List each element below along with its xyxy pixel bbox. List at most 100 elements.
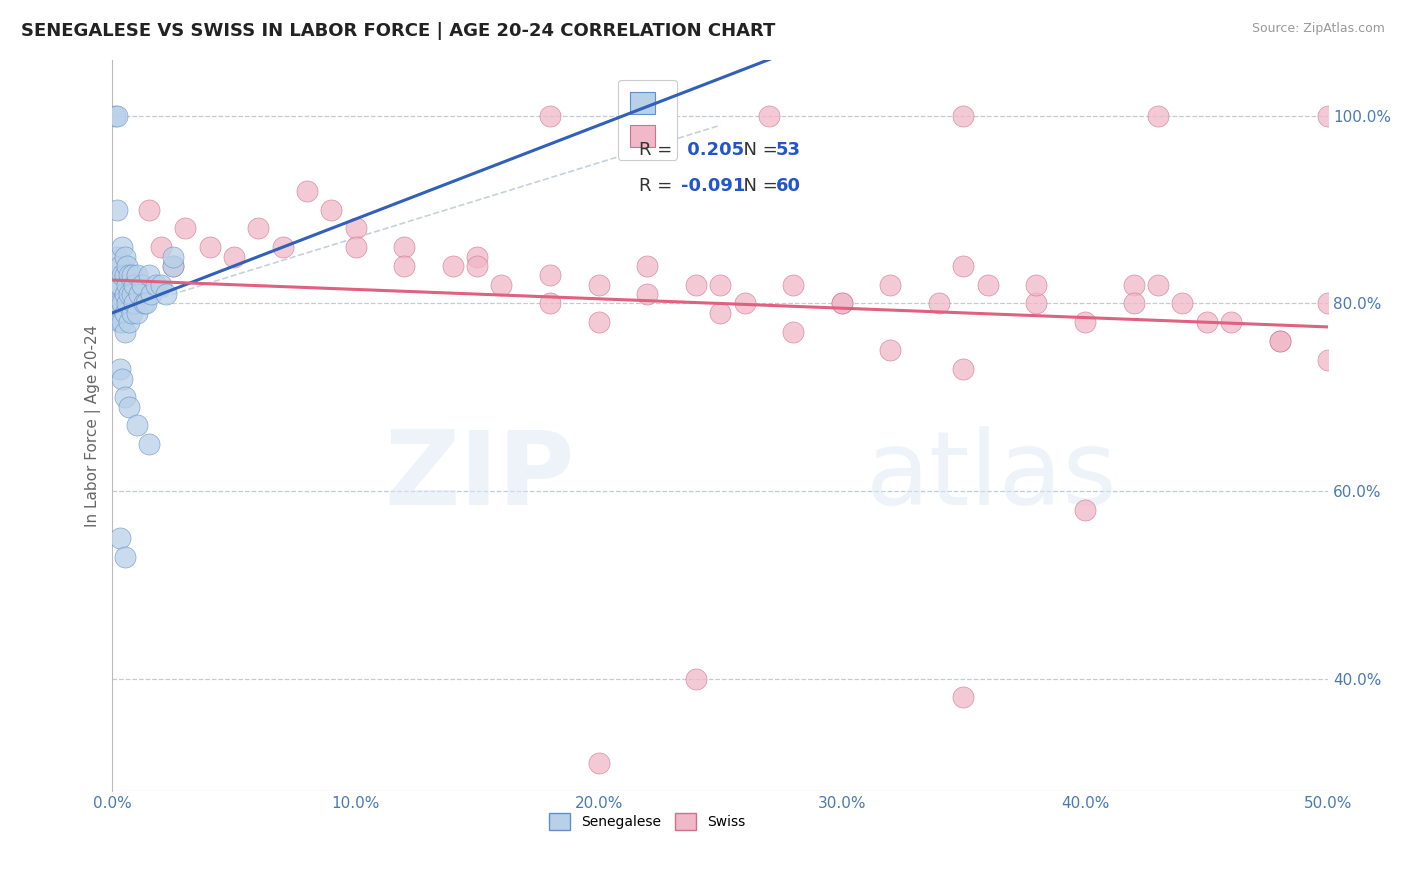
Point (636, 287, 658, 301)
Point (145, 277, 167, 292)
Point (118, 268, 141, 283)
Point (344, 240, 367, 254)
Point (709, 277, 731, 292)
Point (108, 296, 131, 310)
Point (115, 277, 138, 292)
Text: atlas: atlas (866, 426, 1118, 527)
Text: N =: N = (733, 142, 783, 160)
Point (108, 277, 131, 292)
Point (1317, 352, 1340, 367)
Point (114, 549, 136, 564)
Point (1195, 315, 1218, 329)
Point (685, 672, 707, 686)
Point (465, 250, 488, 264)
Point (636, 259, 658, 273)
Point (114, 325, 136, 339)
Point (105, 250, 128, 264)
Point (1317, 296, 1340, 310)
Point (111, 268, 134, 283)
Point (271, 240, 294, 254)
Y-axis label: In Labor Force | Age 20-24: In Labor Force | Age 20-24 (86, 325, 101, 526)
Point (831, 296, 853, 310)
Point (114, 287, 136, 301)
Point (108, 306, 131, 320)
Point (150, 240, 173, 254)
Point (952, 109, 974, 123)
Point (879, 277, 901, 292)
Point (115, 259, 138, 273)
Text: R =: R = (640, 142, 678, 160)
Point (162, 259, 184, 273)
Point (128, 287, 150, 301)
Point (465, 259, 488, 273)
Point (104, 109, 127, 123)
Point (121, 287, 143, 301)
Point (321, 202, 343, 217)
Point (118, 315, 141, 329)
Point (392, 240, 415, 254)
Point (441, 259, 464, 273)
Point (1147, 277, 1170, 292)
Point (952, 362, 974, 376)
Point (952, 690, 974, 705)
Text: N =: N = (733, 177, 783, 194)
Point (538, 109, 561, 123)
Point (1317, 109, 1340, 123)
Point (108, 259, 131, 273)
Point (952, 259, 974, 273)
Point (141, 287, 163, 301)
Point (928, 296, 950, 310)
Point (138, 437, 160, 451)
Point (121, 268, 143, 283)
Point (108, 531, 131, 545)
Point (174, 221, 197, 235)
Point (111, 240, 134, 254)
Point (588, 277, 610, 292)
Point (131, 277, 153, 292)
Point (105, 109, 128, 123)
Point (1025, 296, 1047, 310)
Point (1025, 277, 1047, 292)
Point (155, 287, 177, 301)
Point (104, 306, 127, 320)
Point (1219, 315, 1241, 329)
Point (782, 325, 804, 339)
Point (344, 221, 367, 235)
Point (114, 250, 136, 264)
Text: 53: 53 (776, 142, 800, 160)
Point (588, 756, 610, 771)
Point (108, 362, 131, 376)
Point (114, 268, 136, 283)
Point (111, 315, 134, 329)
Point (114, 306, 136, 320)
Point (125, 418, 148, 433)
Point (491, 277, 513, 292)
Point (105, 296, 128, 310)
Point (162, 259, 184, 273)
Point (118, 400, 141, 414)
Point (138, 268, 160, 283)
Point (138, 202, 160, 217)
Point (124, 296, 146, 310)
Point (538, 296, 561, 310)
Point (162, 250, 184, 264)
Point (588, 315, 610, 329)
Legend: Senegalese, Swiss: Senegalese, Swiss (544, 807, 751, 836)
Point (782, 277, 804, 292)
Point (105, 202, 128, 217)
Point (111, 296, 134, 310)
Text: Source: ZipAtlas.com: Source: ZipAtlas.com (1251, 22, 1385, 36)
Text: 0.205: 0.205 (682, 142, 744, 160)
Point (132, 296, 155, 310)
Point (685, 277, 707, 292)
Point (538, 268, 561, 283)
Point (1171, 296, 1194, 310)
Point (734, 296, 756, 310)
Text: R =: R = (640, 177, 678, 194)
Point (831, 296, 853, 310)
Point (1074, 503, 1097, 517)
Point (150, 277, 173, 292)
Point (121, 306, 143, 320)
Point (1122, 296, 1144, 310)
Point (111, 371, 134, 385)
